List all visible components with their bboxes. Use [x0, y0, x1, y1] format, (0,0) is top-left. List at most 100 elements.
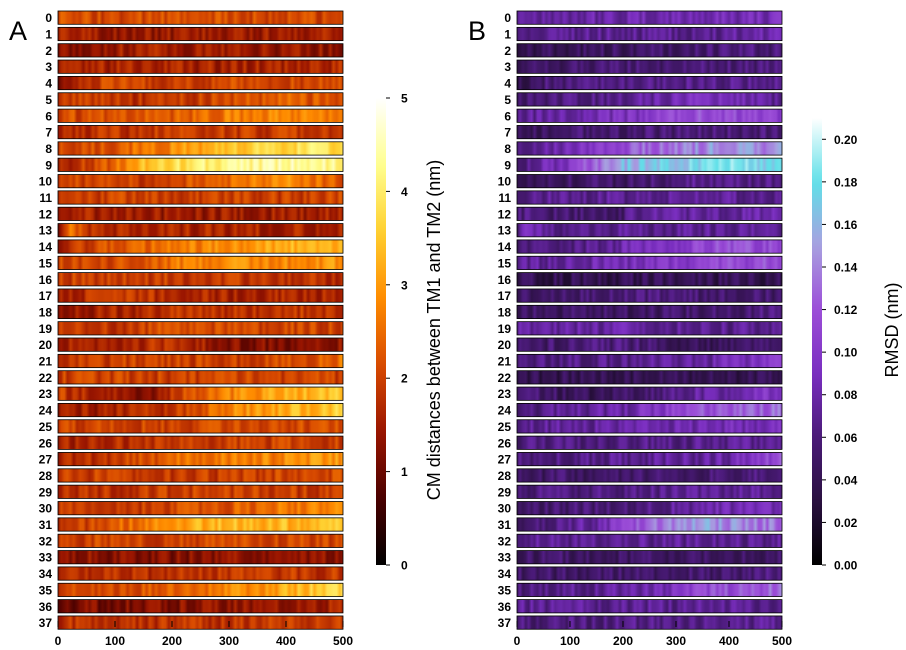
- heatmap-row: [516, 435, 783, 450]
- heatmap-row: [516, 452, 783, 467]
- heatmap-row: [57, 239, 344, 254]
- heatmap-row: [516, 517, 783, 532]
- row-label: 0: [504, 11, 511, 25]
- row-label: 36: [39, 600, 53, 614]
- row-label: 3: [504, 60, 511, 74]
- row-label: 5: [45, 93, 52, 107]
- colorbar-tick-label: 0.12: [834, 303, 858, 317]
- row-label: 26: [39, 436, 53, 450]
- colorbar-b: 0.00 0.02 0.04 0.06 0.08 0.10 0.12 0.14 0.16 0.18…: [812, 118, 858, 573]
- x-tick-label: 400: [719, 634, 739, 648]
- row-label: 0: [45, 11, 52, 25]
- heatmap-row: [57, 533, 344, 548]
- heatmap-row: [516, 419, 783, 434]
- heatmap-row: [516, 92, 783, 107]
- heatmap-row: [57, 125, 344, 140]
- row-label: 12: [498, 207, 512, 221]
- x-tick-label: 500: [333, 634, 353, 648]
- heatmap-row: [516, 304, 783, 319]
- panel-b-heatmap: B 01234567891011121314151617181920212223…: [468, 10, 902, 648]
- heatmap-row: [516, 501, 783, 516]
- colorbar-gradient: [812, 118, 822, 565]
- colorbar-tick-label: 0.02: [834, 516, 858, 530]
- row-label: 25: [39, 420, 53, 434]
- row-label: 7: [45, 126, 52, 140]
- heatmap-row: [57, 501, 344, 516]
- heatmap-row: [57, 599, 344, 614]
- heatmap-row: [57, 452, 344, 467]
- row-label: 1: [504, 28, 511, 42]
- row-label: 33: [39, 551, 53, 565]
- heatmap-row: [516, 26, 783, 42]
- heatmap-row: [57, 26, 344, 42]
- heatmap-row: [57, 10, 344, 25]
- heatmap-row: [57, 288, 344, 303]
- x-tick-label: 100: [560, 634, 580, 648]
- row-label: 28: [39, 469, 53, 483]
- heatmap-row: [516, 484, 783, 499]
- heatmap-row: [57, 272, 344, 287]
- heatmap-row: [516, 533, 783, 548]
- row-label: 29: [498, 485, 512, 499]
- heatmap-row: [516, 566, 783, 581]
- heatmap-row: [57, 370, 344, 385]
- row-label: 34: [498, 567, 512, 581]
- row-label: 36: [498, 600, 512, 614]
- colorbar-gradient: [376, 98, 386, 565]
- row-label: 23: [498, 387, 512, 401]
- heatmap-row: [57, 141, 344, 156]
- heatmap-row: [57, 419, 344, 434]
- row-label: 17: [498, 289, 512, 303]
- row-label: 14: [498, 240, 512, 254]
- row-label: 2: [504, 44, 511, 58]
- heatmap-row: [516, 59, 783, 74]
- row-label: 22: [39, 371, 53, 385]
- heatmap-row: [516, 108, 783, 123]
- heatmap-row: [57, 108, 344, 123]
- heatmap-row: [57, 468, 344, 483]
- row-label: 3: [45, 60, 52, 74]
- heatmap-row: [57, 402, 344, 418]
- heatmap-row: [516, 174, 783, 189]
- heatmap-row: [516, 386, 783, 401]
- row-label: 22: [498, 371, 512, 385]
- row-label: 18: [39, 305, 53, 319]
- row-label: 31: [498, 518, 512, 532]
- colorbar-label-a: CM distances between TM1 and TM2 (nm): [424, 160, 444, 500]
- row-label: 5: [504, 93, 511, 107]
- heatmap-row: [516, 599, 783, 614]
- heatmap-row: [57, 157, 344, 172]
- row-label: 31: [39, 518, 53, 532]
- heatmap-row: [57, 386, 344, 401]
- heatmap-row: [57, 353, 344, 369]
- row-label: 20: [39, 338, 53, 352]
- row-label: 9: [45, 158, 52, 172]
- colorbar-tick-label: 0.20: [834, 133, 858, 147]
- panel-letter-b: B: [468, 16, 486, 46]
- row-label: 24: [498, 404, 512, 418]
- heatmap-row: [516, 141, 783, 156]
- row-label: 11: [39, 191, 52, 205]
- row-label: 23: [39, 387, 53, 401]
- row-label: 21: [39, 355, 53, 369]
- x-tick-label: 300: [666, 634, 686, 648]
- row-label: 4: [504, 77, 511, 91]
- colorbar-a: 0 1 2 3 4 5: [376, 92, 408, 573]
- row-label: 7: [504, 126, 511, 140]
- heatmap-row: [57, 59, 344, 74]
- colorbar-label-b: RMSD (nm): [882, 283, 902, 378]
- heatmap-row: [516, 550, 783, 565]
- x-tick-label: 200: [613, 634, 633, 648]
- x-tick-label: 0: [55, 634, 62, 648]
- row-label: 14: [39, 240, 53, 254]
- colorbar-tick-label: 0.04: [834, 473, 858, 487]
- heatmap-row: [57, 321, 344, 336]
- colorbar-tick-label: 5: [401, 92, 408, 106]
- row-label: 28: [498, 469, 512, 483]
- colorbar-tick-label: 0.16: [834, 218, 858, 232]
- row-label: 29: [39, 485, 53, 499]
- heatmap-row: [57, 304, 344, 319]
- x-tick-label: 100: [105, 634, 125, 648]
- colorbar-tick-label: 4: [401, 185, 408, 199]
- row-label: 12: [39, 207, 53, 221]
